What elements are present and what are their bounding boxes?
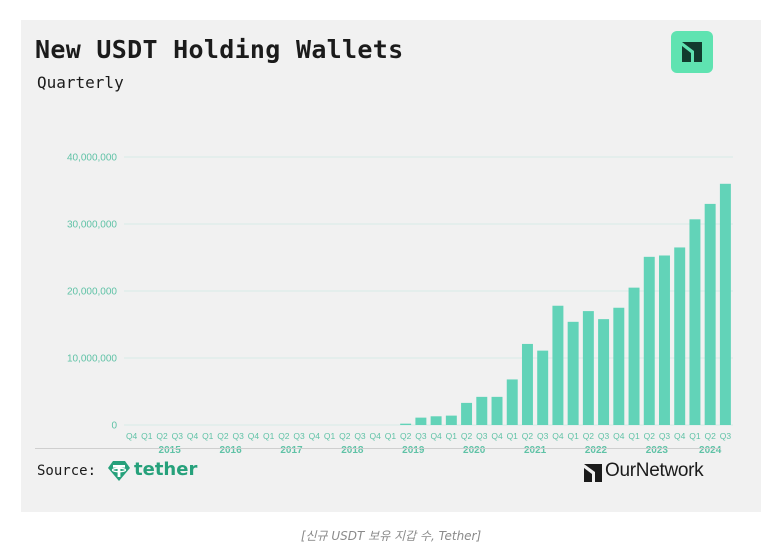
quarter-tick-label: Q4 <box>309 431 321 441</box>
source-label: Source: <box>37 463 97 479</box>
quarter-tick-label: Q3 <box>720 431 732 441</box>
quarter-tick-label: Q4 <box>613 431 625 441</box>
quarter-tick-label: Q1 <box>141 431 153 441</box>
quarter-tick-label: Q2 <box>644 431 656 441</box>
quarter-tick-label: Q2 <box>278 431 290 441</box>
quarter-tick-label: Q2 <box>461 431 473 441</box>
bar <box>537 350 549 425</box>
quarter-tick-label: Q2 <box>522 431 534 441</box>
quarter-tick-label: Q3 <box>415 431 427 441</box>
quarter-tick-label: Q1 <box>202 431 214 441</box>
quarter-tick-label: Q4 <box>370 431 382 441</box>
bar <box>674 247 686 425</box>
bar <box>567 321 579 425</box>
quarter-tick-label: Q3 <box>598 431 610 441</box>
bar <box>598 319 610 425</box>
quarter-tick-label: Q3 <box>172 431 184 441</box>
year-label: 2016 <box>219 445 242 456</box>
y-tick-label: 0 <box>111 421 117 432</box>
quarter-tick-label: Q3 <box>293 431 305 441</box>
year-label: 2018 <box>341 445 364 456</box>
year-label: 2021 <box>524 445 547 456</box>
quarter-tick-label: Q2 <box>400 431 412 441</box>
bar <box>415 417 427 425</box>
bar <box>613 307 625 425</box>
quarter-tick-label: Q3 <box>354 431 366 441</box>
year-label: 2017 <box>280 445 303 456</box>
quarter-tick-label: Q2 <box>156 431 168 441</box>
quarter-tick-label: Q1 <box>628 431 640 441</box>
tether-brand: tether <box>134 459 198 480</box>
bar <box>476 396 488 425</box>
quarter-tick-label: Q2 <box>583 431 595 441</box>
bar <box>400 423 412 425</box>
quarter-tick-label: Q4 <box>674 431 686 441</box>
quarter-tick-label: Q4 <box>552 431 564 441</box>
quarter-tick-label: Q1 <box>689 431 701 441</box>
year-labels: 2015 2016 2017 2018 2019 2020 2021 2022 2023 2024 <box>159 445 722 456</box>
quarter-tick-label: Q3 <box>659 431 671 441</box>
bar <box>628 287 640 425</box>
bar <box>659 255 670 425</box>
chart-subtitle: Quarterly <box>37 73 124 92</box>
quarter-tick-label: Q2 <box>217 431 229 441</box>
quarter-tick-label: Q2 <box>704 431 716 441</box>
page-title: New USDT Holding Wallets <box>35 35 404 64</box>
quarter-tick-label: Q1 <box>446 431 458 441</box>
quarter-tick-label: Q4 <box>187 431 199 441</box>
bar <box>643 256 655 425</box>
footer-divider <box>35 448 721 449</box>
quarter-tick-label: Q4 <box>491 431 503 441</box>
year-label: 2020 <box>463 445 486 456</box>
quarter-tick-label: Q2 <box>339 431 351 441</box>
quarter-tick-label: Q4 <box>248 431 260 441</box>
bar <box>430 416 442 425</box>
quarter-tick-labels: Q4 Q1 Q2 Q3 Q4 Q1 Q2 Q3 Q4 Q1 Q2 Q3 Q4 Q1 Q2 Q3 Q4 Q1 Q2 Q3… <box>126 431 731 441</box>
ournetwork-logo-icon <box>671 31 713 73</box>
chart-card <box>21 20 761 512</box>
bar <box>445 415 457 425</box>
quarter-tick-label: Q1 <box>385 431 397 441</box>
quarter-tick-label: Q3 <box>537 431 549 441</box>
quarter-tick-label: Q4 <box>126 431 138 441</box>
ournetwork-brand: OurNetwork <box>605 460 704 481</box>
image-caption: [신규 USDT 보유 지갑 수, Tether] <box>300 529 482 543</box>
quarter-tick-label: Q1 <box>567 431 579 441</box>
bar <box>704 203 716 425</box>
year-label: 2023 <box>646 445 669 456</box>
ournetwork-footer-logo-icon <box>584 464 602 482</box>
tether-logo-icon <box>108 461 130 481</box>
bar <box>506 379 518 425</box>
bar <box>491 396 503 425</box>
y-axis-ticks: 0 10,000,000 20,000,000 30,000,000 40,000,00… <box>67 153 118 432</box>
quarter-tick-label: Q1 <box>507 431 519 441</box>
bar <box>582 311 594 425</box>
y-tick-label: 30,000,000 <box>67 220 117 231</box>
y-tick-label: 10,000,000 <box>67 354 117 365</box>
bar <box>719 183 731 425</box>
year-label: 2024 <box>699 445 722 456</box>
year-label: 2015 <box>159 445 182 456</box>
year-label: 2019 <box>402 445 425 456</box>
bar <box>461 402 473 425</box>
quarter-tick-label: Q1 <box>263 431 275 441</box>
bar <box>552 305 564 425</box>
quarter-tick-label: Q1 <box>324 431 336 441</box>
quarter-tick-label: Q3 <box>233 431 245 441</box>
quarter-tick-label: Q3 <box>476 431 488 441</box>
bar <box>689 219 701 425</box>
bars <box>400 183 731 425</box>
y-tick-label: 40,000,000 <box>67 153 117 164</box>
year-label: 2022 <box>585 445 608 456</box>
gridlines <box>124 156 733 426</box>
quarter-tick-label: Q4 <box>430 431 442 441</box>
bar <box>521 343 533 425</box>
y-tick-label: 20,000,000 <box>67 287 117 298</box>
